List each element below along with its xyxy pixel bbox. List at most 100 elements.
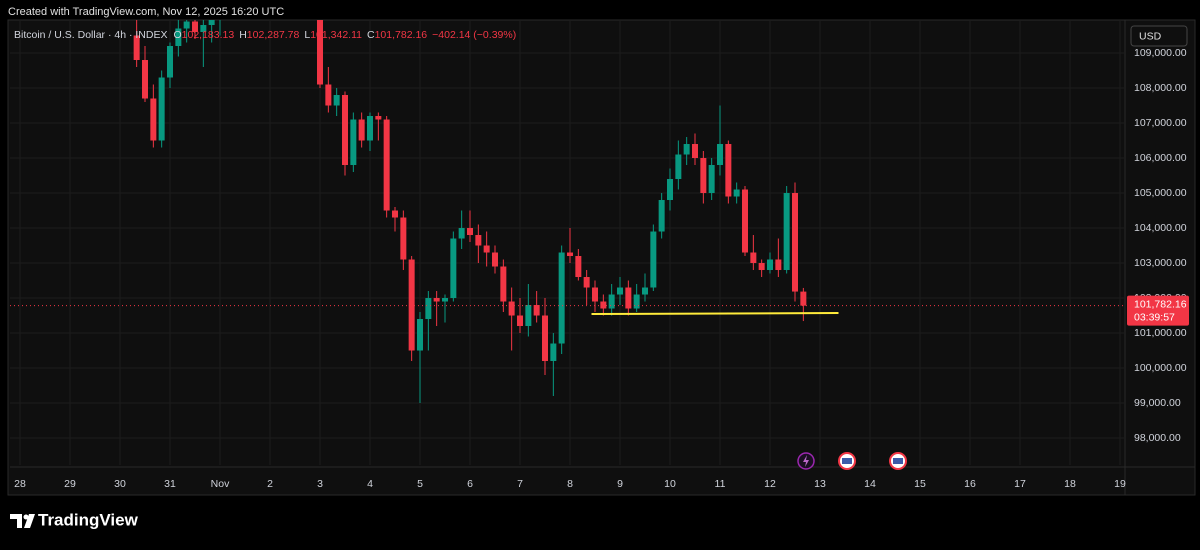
candle-body xyxy=(783,193,790,271)
candle-body xyxy=(575,256,582,278)
price-label: 101,782.16 xyxy=(1134,298,1187,310)
change: −402.14 (−0.39%) xyxy=(432,29,516,41)
candle-body xyxy=(350,119,357,166)
candle-body xyxy=(675,154,682,180)
candle-body xyxy=(508,301,515,316)
candle-body xyxy=(525,305,532,327)
candle-body xyxy=(700,158,707,194)
y-tick-label: 98,000.00 xyxy=(1134,432,1181,444)
candle-body xyxy=(200,25,207,33)
ohlc-values: O 102,183.13 H 102,287.78 L 101,342.11 C 101,78… xyxy=(173,29,516,41)
candle-body xyxy=(492,252,498,267)
candle-body xyxy=(708,165,715,194)
candle-body xyxy=(717,144,723,166)
candle-body xyxy=(383,119,390,211)
candle-body xyxy=(608,294,615,309)
price-label-box xyxy=(1127,295,1189,326)
y-tick-label: 101,000.00 xyxy=(1134,327,1187,339)
candle-body xyxy=(342,95,348,166)
x-tick-label: 9 xyxy=(617,478,623,490)
flag xyxy=(893,458,903,464)
candle-body xyxy=(667,179,673,201)
event-glyph xyxy=(803,455,809,467)
x-tick-label: 18 xyxy=(1064,478,1076,490)
x-tick-label: 11 xyxy=(715,478,726,490)
candle-body xyxy=(600,301,607,309)
ohlc-value: 101,782.16 xyxy=(375,29,428,41)
candle-body xyxy=(458,228,465,239)
candle-body xyxy=(400,217,407,260)
y-tick-label: 99,000.00 xyxy=(1134,397,1181,409)
brand-name: TradingView xyxy=(38,510,139,529)
candle-body xyxy=(475,235,482,246)
candle-body xyxy=(792,193,798,292)
candle-body xyxy=(408,259,415,351)
ohlc-letter: C xyxy=(367,29,375,41)
candle-body xyxy=(683,144,690,155)
ohlc-value: 101,342.11 xyxy=(310,29,362,41)
x-tick-label: 2 xyxy=(267,478,273,490)
x-tick-label: 10 xyxy=(664,478,676,490)
candle-body xyxy=(133,35,140,61)
candle-body xyxy=(758,263,765,271)
candle-body xyxy=(367,116,373,141)
plot xyxy=(10,20,1125,404)
brand-logo xyxy=(10,514,35,528)
x-tick-label: 5 xyxy=(417,478,423,490)
currency-box[interactable] xyxy=(1130,25,1188,47)
ohlc-letter: H xyxy=(239,29,247,41)
candle-body xyxy=(425,298,432,320)
candle-body xyxy=(167,46,173,78)
x-tick-label: 7 xyxy=(517,478,523,490)
candle-body xyxy=(375,116,382,120)
x-tick-label: 30 xyxy=(114,478,126,490)
x-tick-label: 15 xyxy=(914,478,926,490)
x-tick-label: 16 xyxy=(964,478,976,490)
candle-body xyxy=(433,298,440,302)
candle-body xyxy=(517,315,523,327)
candle-body xyxy=(800,291,807,306)
grid xyxy=(10,20,1125,465)
candle-body xyxy=(442,298,448,302)
x-tick-label: 31 xyxy=(164,478,176,490)
currency-text[interactable]: USD xyxy=(1139,30,1162,42)
candle-body xyxy=(467,228,473,236)
candle-body xyxy=(333,95,340,106)
candle-body xyxy=(725,144,732,197)
x-tick-label: 13 xyxy=(814,478,826,490)
x-tick-label: 28 xyxy=(14,478,26,490)
symbol: Bitcoin / U.S. Dollar · 4h · INDEX xyxy=(14,29,167,41)
brand-dot xyxy=(23,514,29,520)
candle-body xyxy=(692,144,698,159)
candle-body xyxy=(742,189,748,253)
x-tick-label: 8 xyxy=(567,478,573,490)
flag xyxy=(842,458,852,464)
countdown: 03:39:57 xyxy=(1134,311,1175,323)
chart-panel xyxy=(7,19,1196,496)
x-tick-label: 12 xyxy=(764,478,776,490)
x-tick-label: 6 xyxy=(467,478,473,490)
axes: 98,000.00 99,000.00 100,000.00 101,000.00 10… xyxy=(14,47,1189,490)
candle-body xyxy=(175,28,182,47)
candle-body xyxy=(767,259,773,271)
x-tick-label: 14 xyxy=(864,478,876,490)
candle-body xyxy=(633,294,640,309)
candle-body xyxy=(592,287,598,302)
legend: Bitcoin / U.S. Dollar · 4h · INDEX O 102,… xyxy=(14,29,516,41)
currency-button[interactable]: USD xyxy=(1130,25,1188,47)
candle-body xyxy=(158,77,165,141)
candle-body xyxy=(650,231,657,288)
ohlc-value: 102,287.78 xyxy=(247,29,300,41)
candle-body xyxy=(317,20,323,85)
candle-body xyxy=(450,238,457,299)
candle-body xyxy=(325,84,332,106)
candle-body xyxy=(542,315,548,362)
ohlc-letter: O xyxy=(173,29,181,41)
y-tick-label: 109,000.00 xyxy=(1134,47,1187,59)
y-tick-label: 100,000.00 xyxy=(1134,362,1187,374)
candle-body xyxy=(750,252,757,264)
x-tick-label: 19 xyxy=(1114,478,1126,490)
candle-body xyxy=(208,20,215,26)
x-tick-label: 17 xyxy=(1014,478,1026,490)
